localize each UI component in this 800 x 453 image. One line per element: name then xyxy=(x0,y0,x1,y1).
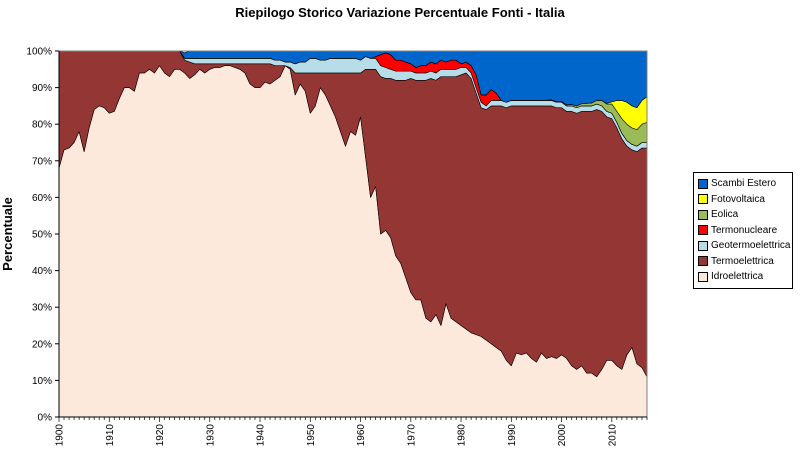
x-tick-label: 1940 xyxy=(256,424,267,447)
legend: Scambi Estero Fotovoltaica Eolica Termonucl… xyxy=(693,172,793,289)
x-tick-label: 1920 xyxy=(155,424,166,447)
x-tick-label: 1970 xyxy=(406,424,417,447)
legend-swatch xyxy=(698,240,708,251)
x-tick-label: 1960 xyxy=(356,424,367,447)
legend-item-geotermoelettrica: Geotermoelettrica xyxy=(696,238,790,254)
y-tick-label: 80% xyxy=(32,120,52,131)
y-tick-label: 40% xyxy=(32,266,52,277)
legend-label: Idroelettrica xyxy=(711,271,764,283)
legend-swatch xyxy=(698,271,708,282)
y-tick-label: 70% xyxy=(32,156,52,167)
legend-item-termonucleare: Termonucleare xyxy=(696,223,790,239)
y-tick-label: 20% xyxy=(32,339,52,350)
legend-label: Eolica xyxy=(711,209,739,221)
chart-title: Riepilogo Storico Variazione Percentuale… xyxy=(235,5,565,20)
y-tick-label: 10% xyxy=(32,376,52,387)
x-tick-label: 1910 xyxy=(105,424,116,447)
x-tick-label: 2000 xyxy=(557,424,568,447)
legend-item-fotovoltaica: Fotovoltaica xyxy=(696,192,790,208)
y-axis-label: Percentuale xyxy=(0,197,15,271)
legend-label: Scambi Estero xyxy=(711,178,777,190)
legend-item-eolica: Eolica xyxy=(696,207,790,223)
x-tick-label: 1990 xyxy=(507,424,518,447)
legend-swatch xyxy=(698,225,708,236)
legend-label: Termoelettrica xyxy=(711,255,774,267)
y-tick-label: 90% xyxy=(32,83,52,94)
y-tick-label: 50% xyxy=(32,230,52,241)
x-tick-label: 1980 xyxy=(457,424,468,447)
x-tick-label: 1900 xyxy=(55,424,66,447)
y-tick-label: 100% xyxy=(26,47,52,58)
legend-item-termoelettrica: Termoelettrica xyxy=(696,254,790,270)
legend-label: Fotovoltaica xyxy=(711,193,765,205)
legend-label: Termonucleare xyxy=(711,224,778,236)
y-tick-label: 60% xyxy=(32,193,52,204)
y-tick-label: 30% xyxy=(32,303,52,314)
legend-swatch xyxy=(698,194,708,205)
legend-item-scambi-estero: Scambi Estero xyxy=(696,176,790,192)
legend-label: Geotermoelettrica xyxy=(711,240,791,252)
legend-item-idroelettrica: Idroelettrica xyxy=(696,269,790,285)
legend-swatch xyxy=(698,256,708,267)
legend-swatch xyxy=(698,209,708,220)
x-tick-label: 2010 xyxy=(607,424,618,447)
x-tick-label: 1950 xyxy=(306,424,317,447)
x-tick-label: 1930 xyxy=(205,424,216,447)
y-tick-label: 0% xyxy=(38,413,53,424)
legend-swatch xyxy=(698,178,708,189)
